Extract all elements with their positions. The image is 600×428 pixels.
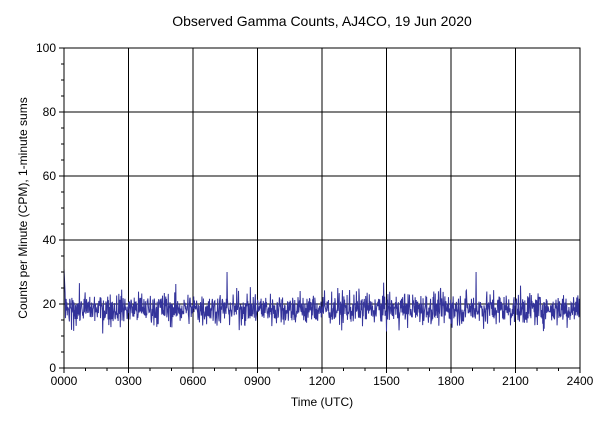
y-tick-label: 60 xyxy=(43,169,57,183)
y-tick-label: 0 xyxy=(49,361,56,375)
x-tick-label: 0000 xyxy=(51,374,78,388)
x-tick-label: 0300 xyxy=(115,374,142,388)
x-tick-label: 1800 xyxy=(438,374,465,388)
series-line-gamma-counts xyxy=(63,268,581,334)
y-tick-label: 40 xyxy=(43,233,57,247)
grid-lines xyxy=(64,48,580,368)
y-tick-label: 20 xyxy=(43,297,57,311)
x-tick-label: 2100 xyxy=(502,374,529,388)
y-axis-label: Counts per Minute (CPM), 1-minute sums xyxy=(16,97,30,318)
x-tick-label: 0600 xyxy=(180,374,207,388)
y-tick-label: 100 xyxy=(36,41,56,55)
x-axis-label: Time (UTC) xyxy=(291,395,353,409)
x-axis: 0000 0300 0600 0900 1200 1500 1800 2100 2400 xyxy=(51,368,594,388)
x-tick-label: 1500 xyxy=(373,374,400,388)
x-tick-label: 1200 xyxy=(309,374,336,388)
y-axis: 0 20 40 60 80 100 xyxy=(36,41,64,375)
x-tick-label: 2400 xyxy=(567,374,594,388)
chart-title: Observed Gamma Counts, AJ4CO, 19 Jun 202… xyxy=(172,13,472,29)
y-tick-label: 80 xyxy=(43,105,57,119)
x-tick-label: 0900 xyxy=(244,374,271,388)
